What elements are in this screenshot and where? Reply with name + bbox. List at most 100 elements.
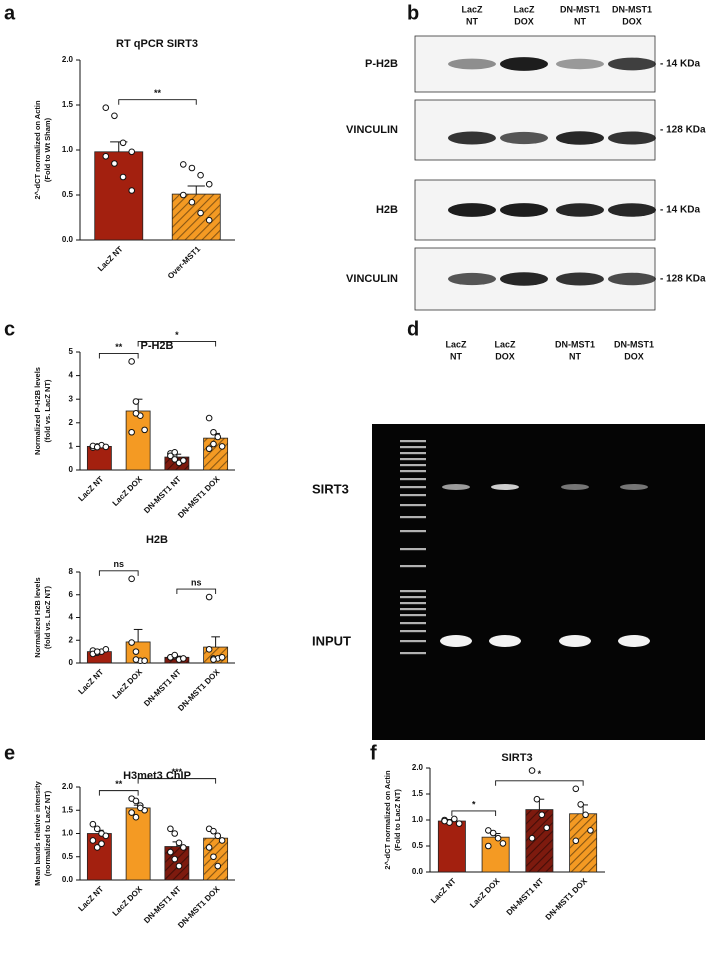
y-tick-label: 0 <box>69 465 74 474</box>
lane-label: DN-MST1 <box>612 4 652 14</box>
significance-bracket <box>137 340 217 347</box>
blot-band <box>448 272 496 286</box>
y-tick-label: 1 <box>69 442 74 451</box>
y-axis-label: (Fold to Wt Sham) <box>43 117 52 182</box>
y-tick-label: 0 <box>69 658 74 667</box>
y-tick-label: 0.0 <box>62 235 74 244</box>
ladder-band <box>400 565 426 568</box>
significance-bracket <box>98 352 139 359</box>
data-point <box>128 148 136 156</box>
significance-bracket <box>118 99 197 105</box>
data-point <box>89 837 97 844</box>
data-point <box>218 654 226 661</box>
blot-band <box>500 57 548 71</box>
significance-bracket <box>137 778 217 784</box>
blot-band <box>556 131 604 145</box>
data-point <box>102 104 110 111</box>
y-tick-label: 1.0 <box>62 145 74 154</box>
y-tick-label: 0.5 <box>62 852 74 861</box>
significance-bracket <box>495 780 584 786</box>
data-point <box>102 646 110 653</box>
ladder-band <box>400 622 426 625</box>
data-point <box>119 173 127 181</box>
data-point <box>132 797 140 805</box>
data-point <box>102 443 110 451</box>
data-point <box>167 848 174 856</box>
ladder-band <box>400 440 426 443</box>
data-point <box>205 414 213 422</box>
panel-letter: f <box>370 742 377 764</box>
y-axis-label: (fold vs. LacZ NT) <box>43 586 52 649</box>
row-label: INPUT <box>312 633 351 648</box>
data-point <box>205 216 213 224</box>
row-label: H2B <box>376 204 398 216</box>
y-axis-label: 2^-dCT normalized on Actin <box>383 770 392 870</box>
blot-band <box>556 272 604 286</box>
data-point <box>93 825 101 833</box>
data-point <box>210 827 217 835</box>
ladder-band <box>400 530 426 533</box>
y-axis-label: (normalized to LacZ NT) <box>43 790 52 876</box>
data-point <box>218 443 226 450</box>
data-point <box>441 817 448 825</box>
data-point <box>210 853 217 861</box>
data-point <box>218 837 226 844</box>
data-point <box>528 834 536 842</box>
y-tick-label: 0.5 <box>62 190 74 199</box>
size-marker: - 128 KDa <box>660 274 706 285</box>
gel <box>372 424 705 740</box>
lane-label: DN-MST1 <box>614 339 654 349</box>
significance-label: ** <box>115 342 123 352</box>
y-tick-label: 2.0 <box>62 782 74 791</box>
data-point <box>132 813 140 821</box>
data-point <box>489 829 497 837</box>
blot-band <box>608 203 656 217</box>
panel-letter: d <box>407 318 419 340</box>
data-point <box>205 593 213 601</box>
data-point <box>188 164 196 172</box>
data-point <box>179 191 187 199</box>
y-tick-label: 1.5 <box>62 805 74 814</box>
data-point <box>128 358 135 365</box>
data-point <box>111 160 118 167</box>
data-point <box>102 832 110 840</box>
blot-band <box>500 203 548 217</box>
y-tick-label: 0.0 <box>62 875 74 884</box>
y-tick-label: 2 <box>69 418 74 427</box>
panel-letter: c <box>4 318 15 340</box>
data-point <box>128 575 135 583</box>
data-point <box>210 428 217 436</box>
ladder-band <box>400 516 426 519</box>
size-marker: - 14 KDa <box>660 205 700 216</box>
data-point <box>171 651 179 659</box>
data-point <box>214 433 222 441</box>
blot-band <box>608 131 656 145</box>
data-point <box>210 656 217 663</box>
data-point <box>455 820 463 827</box>
significance-label: ** <box>115 779 123 789</box>
blot-band <box>556 58 604 70</box>
blot-band <box>500 131 548 145</box>
data-point <box>180 457 187 464</box>
y-axis-label: (Fold to LacZ NT) <box>393 789 402 851</box>
y-tick-label: 0.0 <box>412 867 424 876</box>
data-point <box>132 398 140 405</box>
lane-label: NT <box>574 16 586 26</box>
data-point <box>171 456 179 463</box>
ladder-band <box>400 504 426 507</box>
bar <box>569 813 598 873</box>
y-tick-label: 6 <box>69 590 74 599</box>
significance-bracket <box>176 588 217 595</box>
significance-label: * <box>175 330 179 340</box>
row-label: VINCULIN <box>346 124 398 136</box>
data-point <box>528 767 536 774</box>
data-point <box>98 840 105 848</box>
gel-band <box>559 635 591 647</box>
bar <box>125 807 151 881</box>
data-point <box>132 648 140 655</box>
y-axis-label: (fold vs. LacZ NT) <box>43 379 52 442</box>
lane-label: DOX <box>624 351 644 361</box>
data-point <box>543 824 550 832</box>
bar <box>171 193 221 241</box>
